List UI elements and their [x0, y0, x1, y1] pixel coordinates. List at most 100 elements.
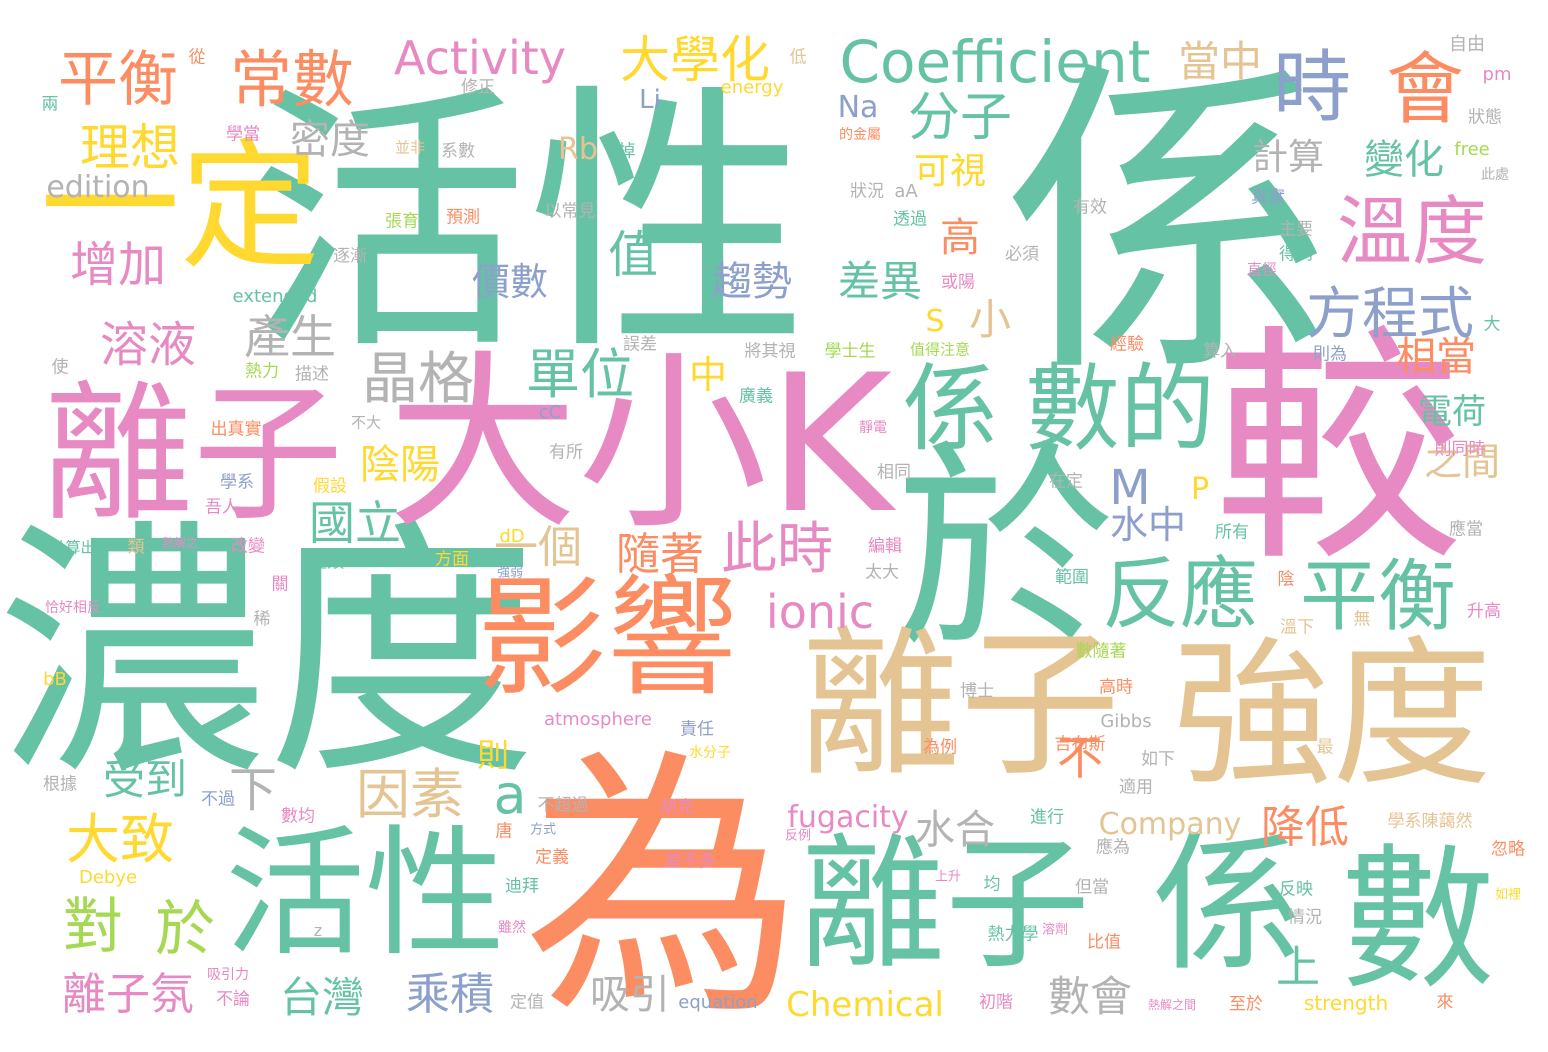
word-qiangruo: 強弱	[496, 565, 524, 581]
word-shude: 數的	[1024, 354, 1216, 465]
word-zhi: 值	[608, 226, 658, 284]
word-jinxing: 進行	[1030, 807, 1064, 828]
word-taiwan: 台灣	[279, 973, 365, 1022]
word-strength: strength	[1303, 991, 1389, 1015]
word-zhuyao: 主要	[1279, 219, 1313, 240]
word-jiangdi: 降低	[1261, 802, 1349, 853]
word-xiuzheng: 修正	[461, 77, 495, 98]
word-weili: 為例	[923, 737, 957, 758]
word-danwei: 單位	[526, 343, 634, 406]
word-jiashu: 價數	[471, 260, 549, 304]
word-xueshisheng: 學士生	[824, 341, 876, 362]
word-qingkuang: 情況	[1288, 907, 1322, 928]
word-extended: extended	[232, 286, 318, 307]
word-zhangyu: 張育	[385, 211, 419, 232]
word-dandang: 但當	[1075, 877, 1109, 898]
word-chabuduo: 差不多	[664, 851, 716, 872]
word-activity: Activity	[393, 31, 567, 85]
word-chansheng: 產生	[244, 310, 336, 364]
word-wuren: 吾人	[205, 497, 239, 518]
word-suoyou: 所有	[1215, 522, 1249, 543]
word-zhuangkuang: 狀況	[850, 181, 884, 202]
word-hui: 會	[1385, 45, 1465, 135]
word-dingzhi: 定值	[510, 992, 544, 1013]
word-ruli: 如裡	[1494, 887, 1522, 903]
word-nongdu: 濃度	[0, 497, 537, 812]
word-shu: 數	[1340, 829, 1496, 1011]
word-daxuehua: 大學化	[620, 31, 770, 89]
word-jiashe: 假設	[313, 476, 347, 497]
word-suiran: 雖然	[498, 920, 526, 936]
word-jiangqishi: 將其視	[744, 341, 796, 362]
word-company: Company	[1098, 807, 1242, 842]
word-chujie: 初階	[979, 992, 1013, 1013]
word-boshi: 博士	[960, 681, 994, 702]
word-cishi: 此時	[721, 517, 833, 582]
word-lixiang: 理想	[80, 119, 180, 177]
word-fugacity: fugacity	[787, 800, 909, 835]
word-dazhi: 大致	[66, 808, 174, 871]
word-bizhi: 比值	[1087, 932, 1121, 953]
word-yingxiang: 影響	[476, 562, 738, 714]
word-jingge: 晶格	[362, 347, 474, 412]
word-zhidezhuyi: 值得注意	[909, 340, 971, 359]
word-shi-small: 使	[51, 357, 69, 378]
word-di: 低	[789, 47, 807, 68]
word-qushi: 趨勢	[712, 259, 792, 305]
word-fanli: 反例	[784, 828, 812, 844]
word-wendu: 溫度	[1336, 187, 1488, 276]
word-yichangjian: 以常見	[544, 201, 596, 222]
word-debye: Debye	[78, 867, 138, 888]
word-shi: 時	[1272, 43, 1352, 133]
word-chenaran: 學系陳藹然	[1387, 811, 1473, 832]
word-lizi-green: 離子	[800, 820, 1090, 990]
word-guoli: 國立	[309, 496, 401, 550]
word-aa: aA	[894, 181, 918, 202]
word-jingyan: 經驗	[1110, 334, 1144, 355]
word-pingheng-right: 平衡	[1299, 552, 1457, 642]
word-keshi: 可視	[913, 151, 987, 192]
word-lizi-tan: 離子	[799, 611, 1121, 798]
word-yingwei: 應為	[1096, 837, 1130, 858]
word-dianhe: 電荷	[1418, 392, 1486, 432]
word-yin: 陰	[1277, 569, 1295, 590]
word-guan: 關	[271, 574, 289, 595]
word-shenggao: 升高	[1467, 601, 1501, 622]
word-zhijing: 直徑	[1246, 260, 1278, 279]
word-suanru: 算入	[1203, 341, 1237, 362]
word-daxiaok: 大小K	[387, 334, 893, 555]
word-qiangdu: 強度	[1171, 621, 1493, 808]
word-xi-large: 係	[1003, 33, 1333, 417]
word-chemical: Chemical	[786, 985, 944, 1025]
word-wenxia: 溫下	[1280, 617, 1314, 638]
word-ziyou: 自由	[1449, 34, 1485, 55]
word-huoyang: 或陽	[941, 272, 975, 293]
word-tang: 唐	[495, 821, 513, 842]
word-changshu: 常數	[229, 43, 355, 116]
word-touguo: 透過	[893, 209, 927, 230]
word-rongji: 溶劑	[1041, 922, 1069, 938]
word-lizifen: 離子氛	[62, 969, 194, 1020]
word-pingheng-left: 平衡	[58, 45, 178, 115]
word-xi-small: 係	[902, 354, 998, 465]
word-jiao: 較	[1213, 304, 1463, 595]
word-reli: 熱力	[245, 361, 279, 382]
word-s: S	[925, 304, 945, 339]
word-miaoshu: 描述	[295, 364, 329, 385]
word-dangzhong: 當中	[1177, 37, 1263, 86]
word-fangmian: 方面	[435, 549, 469, 570]
word-xi-dilute: 稀	[253, 609, 271, 630]
word-qiahao: 恰好相反	[45, 600, 101, 616]
word-xia: 下	[228, 762, 278, 818]
word-zhenshi: 真實	[1251, 187, 1285, 208]
word-buda: 不大	[350, 413, 382, 432]
word-gibbs: Gibbs	[1100, 711, 1152, 732]
word-youxiao: 有效	[1073, 197, 1107, 218]
word-chuzhenshi: 出真實	[210, 419, 262, 440]
word-yousuo: 有所	[549, 442, 583, 463]
word-xuexi: 學系	[220, 472, 254, 493]
word-dedao: 得到	[1279, 244, 1313, 265]
word-zhiyu: 至於	[1229, 994, 1263, 1015]
word-zhong: 中	[688, 353, 728, 397]
